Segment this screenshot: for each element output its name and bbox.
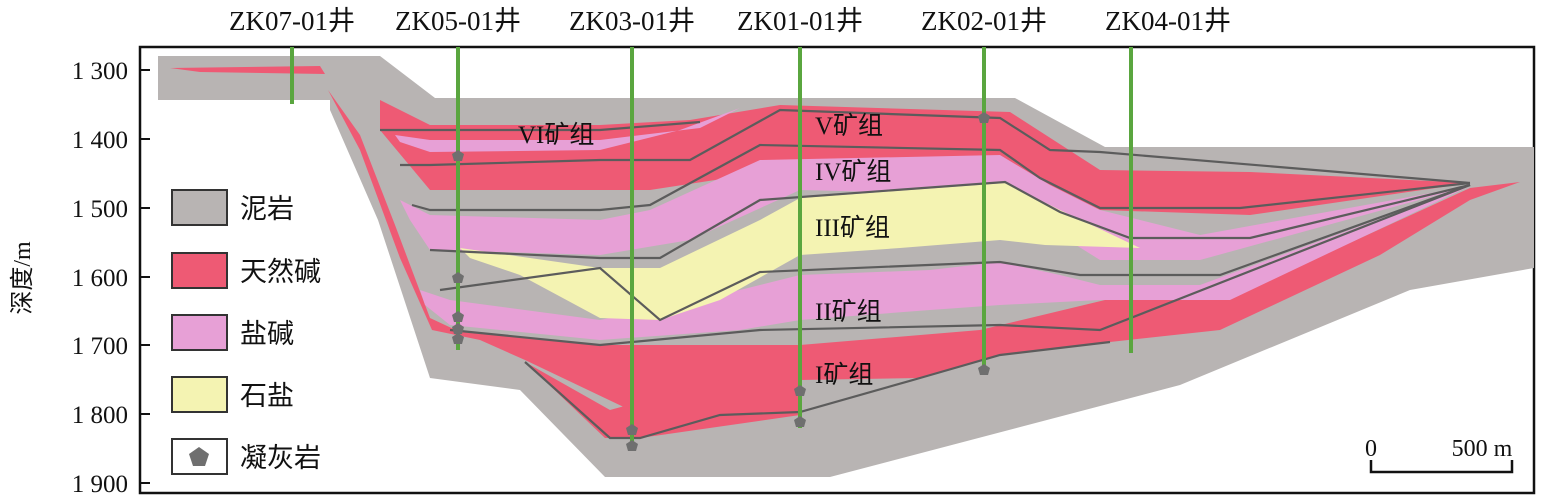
legend: 泥岩 天然碱 盐碱 石盐 凝灰岩: [171, 189, 321, 475]
legend-swatch-saline-alkali: [171, 314, 228, 351]
tuff-icon: [452, 272, 464, 283]
legend-label-tuff: 凝灰岩: [240, 443, 321, 473]
group-label-vi: VI矿组: [518, 121, 594, 149]
group-label-iv: IV矿组: [815, 158, 891, 186]
scale-bar-end: 500 m: [1452, 436, 1513, 462]
scale-bar-start: 0: [1365, 436, 1377, 462]
saline-alkali-vi: [395, 108, 740, 152]
well-label-zk01: ZK01-01井: [737, 6, 863, 36]
group-label-v: V矿组: [815, 112, 883, 140]
tuff-icon: [794, 385, 806, 396]
tuff-icon: [452, 333, 464, 344]
well-label-zk07: ZK07-01井: [229, 6, 355, 36]
tuff-icon: [452, 311, 464, 322]
saline-alkali-iv: [400, 155, 1470, 260]
y-tick-label: 1 800: [72, 402, 128, 429]
pentagon-icon: [189, 447, 209, 466]
legend-label-saline-alkali: 盐碱: [240, 319, 294, 349]
tuff-icon: [978, 112, 990, 123]
group-label-iii: III矿组: [815, 214, 890, 242]
group-boundaries: [380, 108, 1471, 440]
y-tick-label: 1 600: [72, 265, 128, 292]
legend-swatch-trona: [171, 252, 228, 289]
well-lines: [290, 47, 1133, 450]
tuff-icon: [626, 440, 638, 451]
group-label-i: I矿组: [815, 361, 873, 389]
saline-alkali-ii: [420, 186, 1470, 340]
tuff-icon: [452, 323, 464, 334]
well-label-zk02: ZK02-01井: [921, 6, 1047, 36]
scale-bar: 0 500 m: [1365, 436, 1514, 474]
legend-swatch-mudstone: [171, 189, 228, 226]
y-tick-label: 1 400: [72, 127, 128, 154]
tuff-markers: [452, 112, 990, 451]
legend-label-trona: 天然碱: [240, 257, 321, 287]
trona-main: [328, 90, 1520, 410]
well-label-zk05: ZK05-01井: [395, 6, 521, 36]
group-label-ii: II矿组: [815, 298, 882, 326]
y-axis-label: 深度/m: [9, 241, 36, 315]
y-tick-label: 1 500: [72, 196, 128, 223]
legend-swatch-halite: [171, 376, 228, 413]
well-label-zk03: ZK03-01井: [569, 6, 695, 36]
trona-lens-top-left: [170, 66, 325, 74]
y-tick-label: 1 900: [72, 471, 128, 498]
tuff-icon: [626, 424, 638, 435]
trona-lower-basin: [525, 362, 800, 438]
tuff-icon: [794, 416, 806, 427]
well-label-zk04: ZK04-01井: [1105, 6, 1231, 36]
y-tick-label: 1 700: [72, 333, 128, 360]
tuff-icon: [452, 150, 464, 161]
y-tick-label: 1 300: [72, 58, 128, 85]
y-axis: 深度/m 1 300 1 400 1 500 1 600 1 700 1 800…: [9, 58, 150, 498]
tuff-icon: [978, 364, 990, 375]
legend-label-halite: 石盐: [240, 381, 294, 411]
legend-label-mudstone: 泥岩: [240, 194, 294, 224]
